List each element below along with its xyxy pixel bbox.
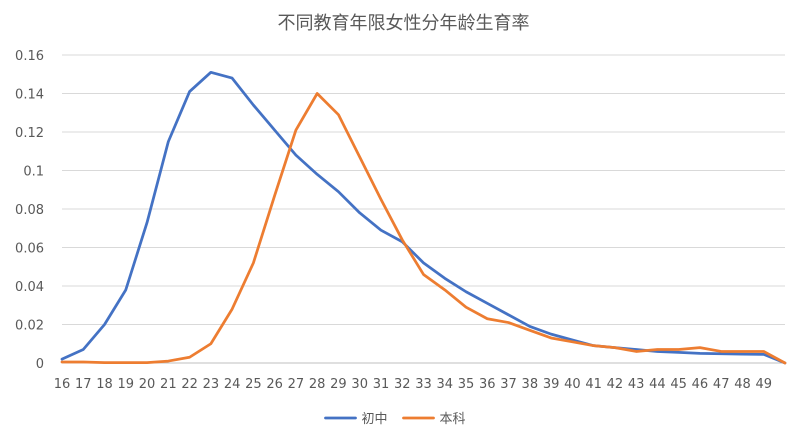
legend-label: 本科 — [440, 412, 466, 427]
y-tick-label: 0.16 — [15, 49, 44, 64]
x-tick-label: 38 — [522, 377, 539, 392]
x-tick-label: 45 — [670, 377, 687, 392]
x-tick-label: 33 — [415, 377, 432, 392]
series-line-1 — [60, 70, 787, 365]
x-tick-label: 28 — [309, 377, 326, 392]
x-tick-label: 31 — [373, 377, 390, 392]
y-tick-label: 0.02 — [15, 319, 44, 334]
x-tick-label: 40 — [564, 377, 581, 392]
y-axis-ticks: 0 0.02 0.04 0.06 0.08 0.1 0.12 0.14 0.16 — [15, 49, 44, 372]
x-tick-label: 35 — [458, 377, 475, 392]
y-tick-label: 0.12 — [15, 126, 44, 141]
legend-item-2: 本科 — [402, 412, 466, 427]
x-tick-label: 23 — [203, 377, 220, 392]
y-tick-label: 0.04 — [15, 280, 44, 295]
x-tick-label: 39 — [543, 377, 560, 392]
y-tick-label: 0 — [36, 357, 44, 372]
x-tick-label: 47 — [713, 377, 730, 392]
x-tick-label: 32 — [394, 377, 411, 392]
x-tick-label: 27 — [288, 377, 305, 392]
x-tick-label: 24 — [224, 377, 241, 392]
x-tick-label: 42 — [607, 377, 624, 392]
legend-item-1: 初中 — [324, 412, 388, 427]
y-tick-label: 0.08 — [15, 203, 44, 218]
legend-label: 初中 — [362, 412, 388, 427]
x-tick-label: 17 — [75, 377, 92, 392]
x-tick-label: 49 — [755, 377, 772, 392]
gridlines — [62, 54, 785, 364]
chart-title: 不同教育年限女性分年龄生育率 — [278, 13, 530, 34]
x-tick-label: 18 — [96, 377, 113, 392]
x-tick-label: 48 — [734, 377, 751, 392]
x-tick-label: 16 — [54, 377, 71, 392]
x-tick-label: 29 — [330, 377, 347, 392]
series-line-2 — [60, 92, 787, 365]
x-tick-label: 26 — [266, 377, 283, 392]
x-tick-label: 22 — [181, 377, 198, 392]
legend: 初中 本科 — [324, 412, 466, 427]
x-tick-label: 34 — [436, 377, 453, 392]
series-lines — [60, 70, 787, 365]
x-tick-label: 37 — [500, 377, 517, 392]
y-tick-label: 0.14 — [15, 88, 44, 103]
x-tick-label: 25 — [245, 377, 262, 392]
x-tick-label: 41 — [585, 377, 602, 392]
x-tick-label: 43 — [628, 377, 645, 392]
y-tick-label: 0.1 — [23, 165, 44, 180]
x-tick-label: 30 — [351, 377, 368, 392]
x-tick-label: 19 — [118, 377, 135, 392]
y-tick-label: 0.06 — [15, 242, 44, 257]
x-tick-label: 36 — [479, 377, 496, 392]
x-tick-label: 21 — [160, 377, 177, 392]
x-tick-label: 20 — [139, 377, 156, 392]
x-axis-ticks: 16 17 18 19 20 21 22 23 24 25 26 27 28 29 30 31 32 33 34 35… — [54, 377, 772, 392]
x-tick-label: 46 — [692, 377, 709, 392]
x-tick-label: 44 — [649, 377, 666, 392]
